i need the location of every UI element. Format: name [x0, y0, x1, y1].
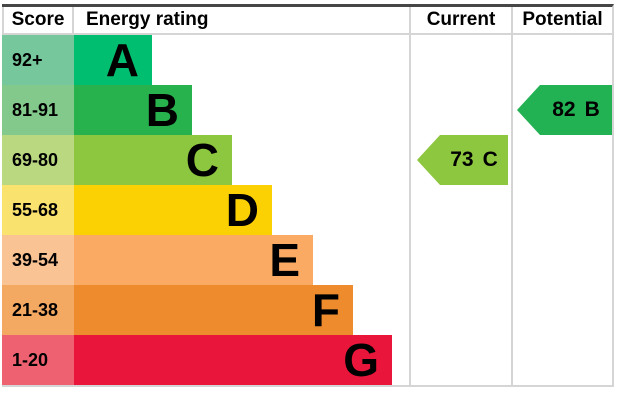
- current-column-header: Current: [426, 9, 496, 30]
- potential-column-header: Potential: [522, 9, 603, 30]
- band-score-cell: 55-68: [2, 185, 74, 235]
- current-rating-value: 73: [450, 148, 474, 171]
- band-letter: D: [225, 184, 259, 236]
- potential-rating-arrow: 82 B: [517, 85, 612, 135]
- score-header-divider: [72, 7, 74, 33]
- band-letter: C: [185, 134, 219, 186]
- band-letter: E: [269, 234, 300, 286]
- energy-rating-column-header: Energy rating: [86, 9, 209, 30]
- band-row-f: 21-38 F: [2, 285, 353, 335]
- header-bottom-divider: [2, 33, 612, 35]
- band-bar: G: [74, 335, 392, 385]
- band-letter: G: [343, 334, 379, 386]
- band-row-d: 55-68 D: [2, 185, 272, 235]
- band-row-g: 1-20 G: [2, 335, 392, 385]
- header-left-border: [2, 7, 4, 33]
- band-bar: D: [74, 185, 272, 235]
- current-rating-band-letter: C: [482, 148, 498, 171]
- band-letter: F: [311, 284, 340, 336]
- energy-current-divider: [409, 7, 411, 385]
- band-score-cell: 39-54: [2, 235, 74, 285]
- band-bar: C: [74, 135, 232, 185]
- band-score-cell: 69-80: [2, 135, 74, 185]
- band-score-cell: 81-91: [2, 85, 74, 135]
- band-score-cell: 21-38: [2, 285, 74, 335]
- current-potential-divider: [511, 7, 513, 385]
- band-score-cell: 1-20: [2, 335, 74, 385]
- band-row-e: 39-54 E: [2, 235, 313, 285]
- band-letter: A: [105, 34, 139, 86]
- band-letter: B: [145, 84, 179, 136]
- band-bar: A: [74, 35, 152, 85]
- score-column-header: Score: [11, 9, 65, 30]
- band-row-c: 69-80 C: [2, 135, 232, 185]
- band-row-b: 81-91 B: [2, 85, 192, 135]
- band-bar: F: [74, 285, 353, 335]
- band-bar: B: [74, 85, 192, 135]
- band-score-cell: 92+: [2, 35, 74, 85]
- potential-rating-value: 82: [552, 98, 576, 121]
- band-bar: E: [74, 235, 313, 285]
- potential-rating-band-letter: B: [584, 98, 600, 121]
- band-row-a: 92+ A: [2, 35, 152, 85]
- chart-table: Score Energy rating Current Potential 92…: [2, 4, 614, 387]
